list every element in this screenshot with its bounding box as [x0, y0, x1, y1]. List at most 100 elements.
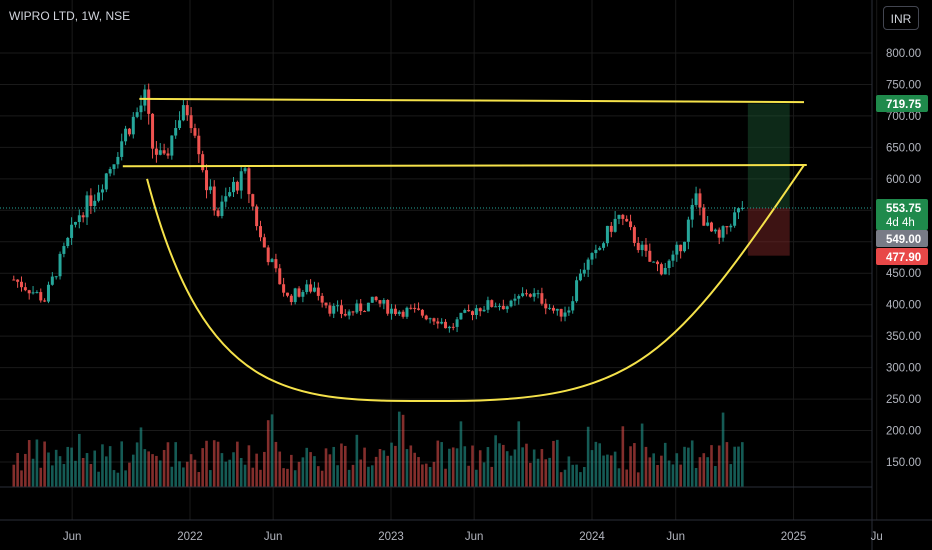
volume-bar — [471, 445, 474, 487]
candle-body — [478, 308, 482, 312]
candle-body — [363, 311, 367, 313]
candle-body — [193, 128, 197, 136]
volume-bar — [421, 464, 424, 487]
candle-body — [709, 222, 713, 232]
price-badge-label: 549.00 — [886, 234, 921, 246]
volume-bar — [536, 458, 540, 487]
volume-bar — [409, 445, 413, 487]
candle-body — [282, 284, 286, 293]
candle-body — [736, 208, 740, 213]
volume-bar — [89, 464, 93, 487]
volume-bar — [51, 465, 54, 487]
candle-body — [540, 293, 544, 304]
volume-bar — [455, 448, 459, 487]
volume-bar — [529, 462, 532, 487]
volume-bar — [359, 459, 363, 487]
candle-body — [89, 195, 93, 206]
volume-bar — [293, 470, 297, 487]
candle-body — [671, 254, 675, 261]
candle-body — [43, 300, 47, 302]
volume-bar — [717, 445, 721, 487]
candle-body — [474, 308, 478, 316]
volume-bar — [436, 440, 440, 487]
volume-bar — [440, 442, 443, 487]
cup-curve[interactable] — [146, 164, 805, 402]
volume-bar — [694, 468, 698, 487]
volume-bar — [559, 472, 563, 487]
volume-bar — [397, 411, 401, 487]
volume-bar — [232, 452, 235, 487]
candle-body — [270, 259, 274, 263]
volume-bar — [74, 460, 77, 487]
candle-body — [656, 261, 660, 265]
candle-body — [224, 196, 228, 202]
volume-bar — [220, 453, 224, 487]
volume-bar — [162, 449, 166, 487]
resistance-line[interactable] — [139, 97, 805, 104]
volume-bar — [43, 441, 46, 487]
volume-bar — [644, 446, 648, 487]
price-badge-label: 719.75 — [886, 99, 922, 111]
candle-body — [301, 292, 305, 297]
volume-bar — [243, 464, 247, 487]
volume-bar — [586, 426, 590, 487]
candle-body — [590, 253, 594, 260]
cup-pattern-drawing[interactable] — [122, 97, 807, 402]
currency-button[interactable]: INR — [883, 6, 919, 30]
reward-zone[interactable] — [747, 103, 790, 208]
volume-bar — [320, 470, 324, 487]
resistance-line[interactable] — [122, 164, 807, 168]
volume-bar — [714, 466, 717, 487]
volume-bar — [494, 435, 497, 487]
candle-body — [359, 303, 363, 312]
candle-body — [343, 313, 347, 316]
volume-bar — [343, 445, 347, 487]
candle-body — [77, 215, 81, 222]
volume-bar — [448, 448, 451, 487]
candle-body — [220, 201, 224, 216]
candle-body — [532, 293, 536, 297]
candle-body — [181, 105, 185, 121]
price-badge-gray — [876, 230, 928, 247]
candle-body — [31, 292, 35, 294]
candle-body — [594, 249, 598, 254]
volume-bar — [648, 457, 652, 487]
candle-body — [490, 300, 494, 307]
candle-body — [578, 273, 582, 281]
candle-body — [686, 219, 690, 242]
price-tick-label: 150.00 — [886, 457, 921, 469]
candle-body — [582, 269, 586, 274]
volume-bar — [652, 453, 655, 487]
candle-body — [355, 303, 359, 313]
candle-body — [401, 311, 405, 317]
candle-body — [62, 246, 66, 254]
candle-body — [285, 292, 289, 296]
candle-body — [679, 244, 683, 252]
candle-body — [100, 189, 104, 193]
candle-body — [648, 250, 652, 262]
candle-body — [305, 284, 309, 293]
volume-bar — [112, 470, 116, 487]
volume-bar — [27, 440, 31, 487]
volume-bar — [517, 421, 521, 487]
volume-bar — [16, 452, 19, 487]
candle-body — [629, 221, 633, 228]
candle-body — [467, 310, 471, 312]
volume-bar — [636, 472, 640, 487]
price-tick-label: 350.00 — [886, 331, 921, 343]
candle-body — [621, 214, 625, 219]
volume-bar — [236, 441, 239, 487]
volume-bar — [633, 443, 636, 487]
time-axis[interactable]: Jun 2022 Jun 2023 Jun 2024 Jun 2025 Ju — [63, 531, 883, 543]
volume-bar — [629, 446, 632, 487]
volume-bar — [640, 423, 644, 487]
risk-reward-box[interactable] — [747, 103, 790, 256]
volume-bar — [224, 461, 228, 487]
candle-body — [19, 281, 23, 288]
volume-bar — [432, 461, 436, 487]
candle-body — [417, 308, 421, 310]
candle-body — [374, 296, 378, 301]
candle-body — [212, 186, 216, 211]
candle-body — [339, 305, 343, 314]
